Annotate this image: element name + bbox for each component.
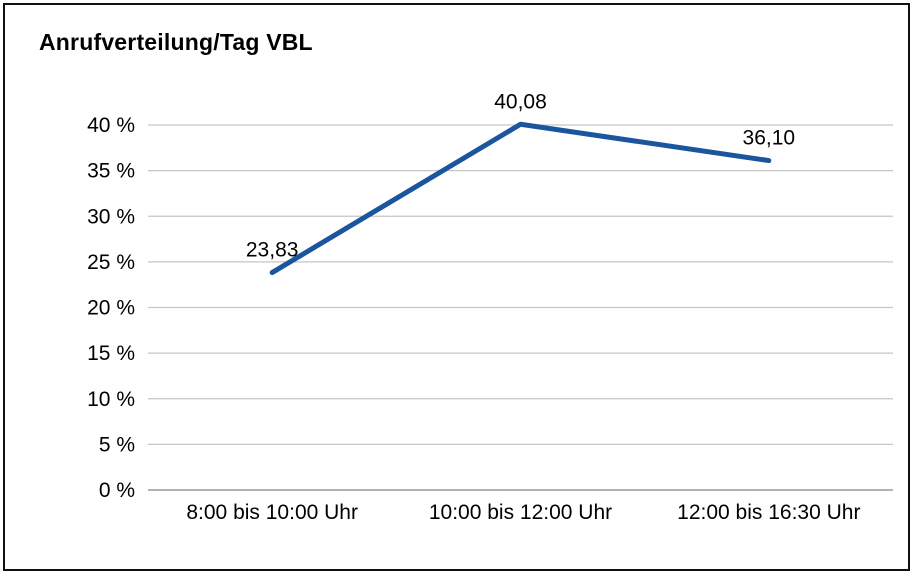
series-line	[269, 121, 772, 276]
y-axis-tick-label: 20 %	[87, 297, 135, 320]
chart-frame: Anrufverteilung/Tag VBL 0 % 5 % 10 % 15 % 20…	[3, 3, 910, 571]
data-point-label: 36,10	[743, 127, 796, 150]
data-point-label: 40,08	[494, 90, 547, 113]
data-point-label: 23,83	[246, 239, 299, 262]
y-axis-tick-label: 5 %	[99, 433, 135, 456]
x-axis-category-label: 8:00 bis 10:00 Uhr	[186, 501, 358, 524]
y-axis-tick-label: 10 %	[87, 388, 135, 411]
x-axis-category-label: 10:00 bis 12:00 Uhr	[429, 501, 612, 524]
y-axis-tick-label: 15 %	[87, 342, 135, 365]
y-axis-tick-label: 35 %	[87, 160, 135, 183]
y-axis-tick-label: 40 %	[87, 114, 135, 137]
x-axis-category-label: 12:00 bis 16:30 Uhr	[677, 501, 860, 524]
line-chart: 0 % 5 % 10 % 15 % 20 % 25 % 30 % 35 % 40 % 8:00 b…	[87, 90, 893, 524]
y-axis-tick-label: 30 %	[87, 205, 135, 228]
y-axis-tick-label: 0 %	[99, 479, 135, 502]
chart-title: Anrufverteilung/Tag VBL	[39, 29, 313, 55]
y-axis-tick-label: 25 %	[87, 251, 135, 274]
